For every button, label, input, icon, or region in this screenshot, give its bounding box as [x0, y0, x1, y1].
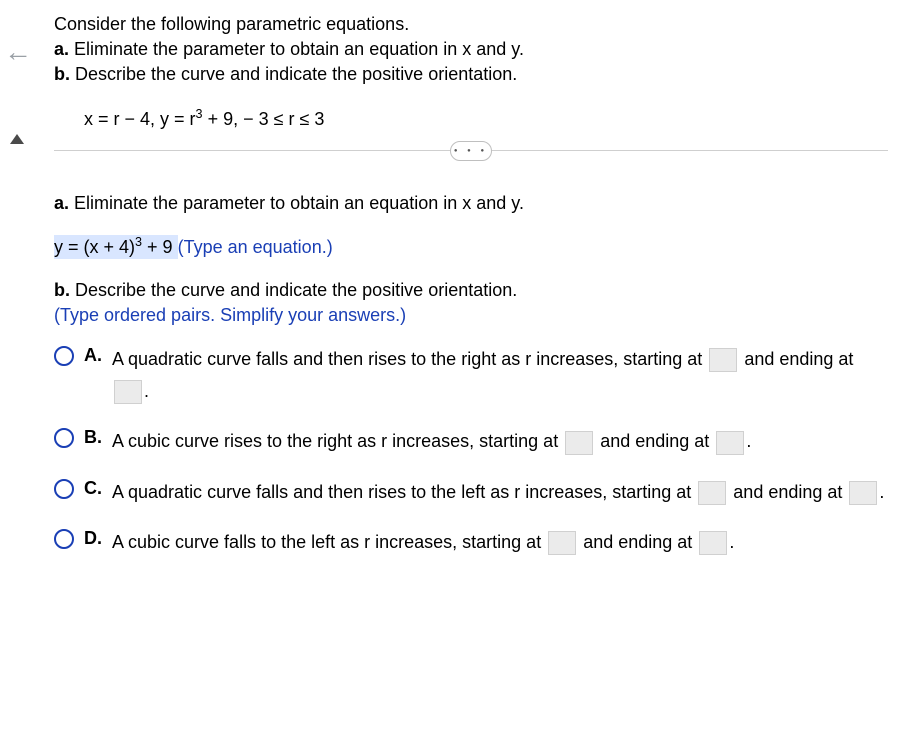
- option-text: A quadratic curve falls and then rises t…: [112, 343, 888, 408]
- parametric-equation: x = r − 4, y = r3 + 9, − 3 ≤ r ≤ 3: [84, 106, 888, 132]
- part-a-hint: (Type an equation.): [178, 237, 333, 257]
- question-content: Consider the following parametric equati…: [0, 0, 908, 596]
- option-text: A cubic curve rises to the right as r in…: [112, 425, 888, 457]
- options-list: A. A quadratic curve falls and then rise…: [54, 343, 888, 559]
- radio-icon[interactable]: [54, 479, 74, 499]
- option-text: A cubic curve falls to the left as r inc…: [112, 526, 888, 558]
- part-b: b. Describe the curve and indicate the p…: [54, 278, 888, 328]
- option-d[interactable]: D. A cubic curve falls to the left as r …: [54, 526, 888, 558]
- intro-line1: Consider the following parametric equati…: [54, 12, 888, 37]
- option-text: A quadratic curve falls and then rises t…: [112, 476, 888, 508]
- answer-blank[interactable]: [709, 348, 737, 372]
- part-a: a. Eliminate the parameter to obtain an …: [54, 191, 888, 260]
- expand-pill[interactable]: ● ● ●: [450, 141, 492, 161]
- intro-text: Consider the following parametric equati…: [54, 12, 888, 88]
- collapse-up-icon[interactable]: [10, 126, 24, 151]
- answer-blank[interactable]: [699, 531, 727, 555]
- intro-line2: a. Eliminate the parameter to obtain an …: [54, 37, 888, 62]
- radio-icon[interactable]: [54, 346, 74, 366]
- radio-icon[interactable]: [54, 428, 74, 448]
- part-b-hint: (Type ordered pairs. Simplify your answe…: [54, 303, 888, 328]
- answer-blank[interactable]: [565, 431, 593, 455]
- option-c[interactable]: C. A quadratic curve falls and then rise…: [54, 476, 888, 508]
- answer-blank[interactable]: [716, 431, 744, 455]
- answer-blank[interactable]: [849, 481, 877, 505]
- back-arrow-icon[interactable]: ←: [4, 32, 32, 71]
- part-a-answer: y = (x + 4)3 + 9: [54, 235, 178, 259]
- option-label: D.: [84, 526, 102, 551]
- answer-blank[interactable]: [114, 380, 142, 404]
- option-b[interactable]: B. A cubic curve rises to the right as r…: [54, 425, 888, 457]
- option-label: B.: [84, 425, 102, 450]
- option-label: C.: [84, 476, 102, 501]
- answer-blank[interactable]: [548, 531, 576, 555]
- answer-blank[interactable]: [698, 481, 726, 505]
- option-label: A.: [84, 343, 102, 368]
- intro-line3: b. Describe the curve and indicate the p…: [54, 62, 888, 87]
- option-a[interactable]: A. A quadratic curve falls and then rise…: [54, 343, 888, 408]
- radio-icon[interactable]: [54, 529, 74, 549]
